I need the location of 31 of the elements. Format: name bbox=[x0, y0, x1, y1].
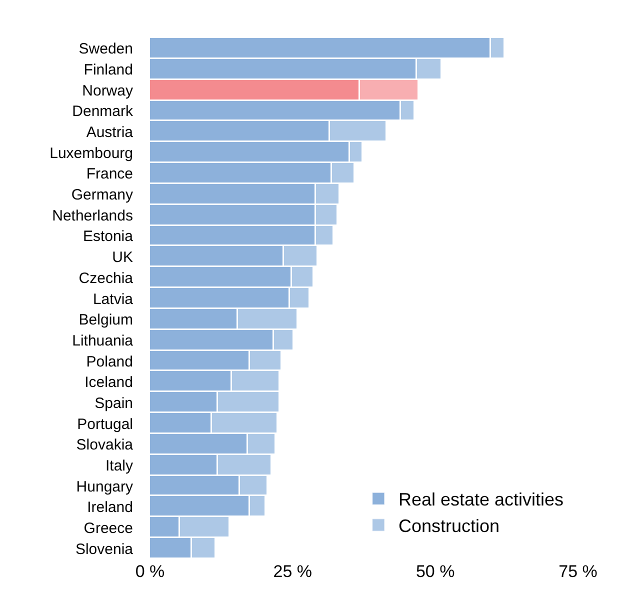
y-tick-label: Lithuania bbox=[72, 332, 134, 350]
x-tick-label: 25 % bbox=[273, 562, 312, 581]
legend-label: Construction bbox=[398, 516, 500, 536]
y-tick-label: Czechia bbox=[78, 270, 134, 287]
y-tick-label: Denmark bbox=[72, 103, 134, 120]
y-tick-label: Finland bbox=[84, 62, 133, 79]
y-tick-label: Poland bbox=[86, 353, 133, 370]
y-tick-label: Luxembourg bbox=[50, 144, 133, 162]
y-tick-label: Iceland bbox=[84, 374, 133, 392]
y-tick-label: Germany bbox=[71, 186, 134, 204]
y-tick-label: Austria bbox=[86, 124, 134, 142]
y-tick-label: Netherlands bbox=[52, 207, 133, 224]
y-tick-label: UK bbox=[112, 249, 133, 266]
y-tick-label: Greece bbox=[84, 520, 133, 537]
y-tick-label: Sweden bbox=[78, 40, 133, 58]
y-tick-label: Slovenia bbox=[75, 540, 134, 558]
y-tick-label: Latvia bbox=[92, 290, 134, 308]
y-tick-label: Hungary bbox=[76, 478, 134, 496]
x-tick-label: 0 % bbox=[135, 562, 165, 581]
y-tick-label: France bbox=[86, 166, 133, 183]
y-tick-label: Belgium bbox=[78, 312, 133, 329]
y-tick-label: Norway bbox=[82, 82, 134, 100]
y-tick-label: Estonia bbox=[82, 228, 134, 246]
y-tick-label: Portugal bbox=[77, 416, 133, 433]
y-tick-label: Italy bbox=[105, 457, 134, 474]
x-tick-label: 50 % bbox=[416, 562, 455, 581]
legend-label: Real estate activities bbox=[398, 490, 564, 510]
x-tick-label: 75 % bbox=[558, 562, 598, 581]
y-tick-label: Spain bbox=[94, 394, 133, 412]
y-tick-label: Slovakia bbox=[76, 436, 134, 454]
y-tick-label: Ireland bbox=[87, 499, 133, 516]
